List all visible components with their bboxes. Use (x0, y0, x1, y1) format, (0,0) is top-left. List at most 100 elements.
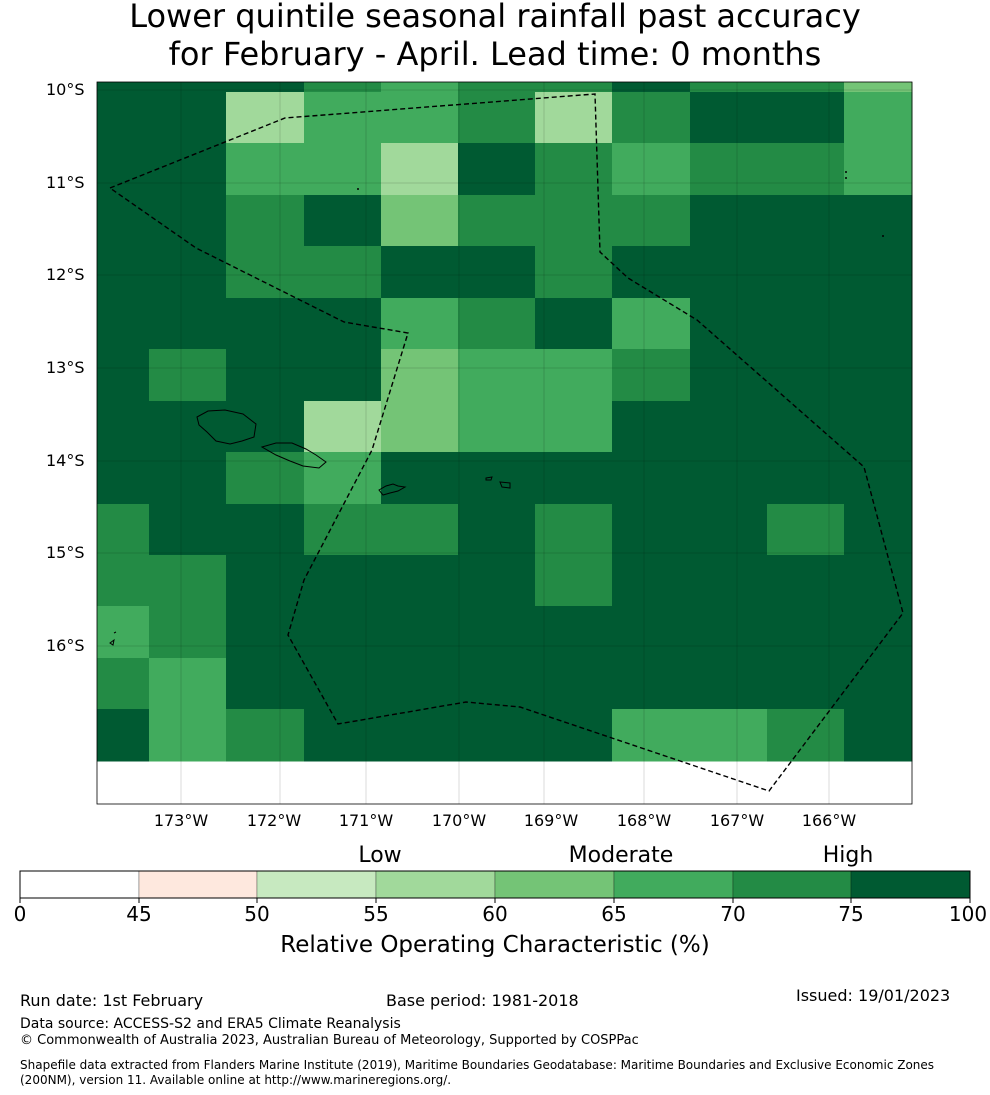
colorbar-segment (850, 870, 971, 899)
grid-cell (458, 401, 536, 453)
grid-cell (304, 298, 382, 350)
island-tutuila (378, 483, 407, 496)
grid-cell (381, 709, 459, 762)
base-period: Base period: 1981-2018 (386, 991, 579, 1010)
grid-cell (458, 298, 536, 350)
grid-cell (690, 658, 768, 710)
grid-cell (612, 606, 691, 659)
grid-cell (226, 658, 305, 710)
island-small-west (109, 631, 117, 646)
grid-cell (304, 658, 382, 710)
grid-cell (149, 92, 227, 144)
grid-cell (612, 143, 691, 196)
grid-cell (97, 504, 150, 556)
lon-label-173w: 173°W (153, 811, 209, 830)
grid-cell (612, 298, 691, 350)
grid-cell (149, 246, 227, 299)
grid-cell (97, 298, 150, 350)
grid-cell (690, 709, 768, 762)
grid-cell (381, 246, 459, 299)
colorbar-tick-75: 75 (838, 902, 864, 926)
grid-cell (304, 143, 382, 196)
grid-cell (690, 92, 768, 144)
grid-cell (149, 709, 227, 762)
colorbar-tick-0: 0 (13, 902, 27, 926)
grid-cell (458, 555, 536, 607)
grid-cell (304, 709, 382, 762)
grid-cell (226, 504, 305, 556)
grid-cell (535, 195, 613, 247)
category-moderate: Moderate (568, 843, 674, 868)
grid-cell (149, 401, 227, 453)
grid-cell (304, 92, 382, 144)
grid-cell (767, 349, 845, 402)
grid-cell (844, 298, 913, 350)
grid-cell (535, 143, 613, 196)
grid-cell (458, 246, 536, 299)
grid-cell (844, 606, 913, 659)
colorbar-tick-50: 50 (244, 902, 270, 926)
grid-cell (381, 82, 459, 93)
lat-label-13s: 13°S (46, 358, 85, 377)
colorbar-tick-100: 100 (948, 902, 988, 926)
grid-cell (535, 504, 613, 556)
grid-cell (612, 504, 691, 556)
grid-cell (97, 709, 150, 762)
grid-cell (149, 606, 227, 659)
grid-cell (226, 349, 305, 402)
grid-cell (458, 709, 536, 762)
lon-label-171w: 171°W (338, 811, 394, 830)
grid-cell (381, 555, 459, 607)
grid-cell (149, 82, 227, 93)
grid-cell (690, 504, 768, 556)
grid-cell (535, 92, 613, 144)
grid-cell (304, 555, 382, 607)
colorbar-segment (256, 870, 377, 899)
grid-cell (535, 349, 613, 402)
grid-cell (97, 349, 150, 402)
grid-cell (149, 298, 227, 350)
grid-cell (304, 82, 382, 93)
grid-cell (767, 709, 845, 762)
lon-label-169w: 169°W (523, 811, 579, 830)
grid-cell (767, 401, 845, 453)
grid-cell (458, 349, 536, 402)
grid-cell (612, 92, 691, 144)
grid-cell (97, 82, 150, 93)
grid-cell (535, 658, 613, 710)
grid-cell (612, 658, 691, 710)
grid-cell (304, 452, 382, 505)
grid-cell (381, 504, 459, 556)
grid-cell (767, 504, 845, 556)
grid-cell (226, 143, 305, 196)
grid-cell (767, 246, 845, 299)
grid-cell (304, 504, 382, 556)
grid-cell (844, 246, 913, 299)
colorbar-segment (138, 870, 258, 899)
grid-cell (535, 82, 613, 93)
grid-cell (690, 298, 768, 350)
grid-cell (304, 195, 382, 247)
copyright: © Commonwealth of Australia 2023, Austra… (20, 1033, 639, 1048)
colorbar-tick-60: 60 (482, 902, 508, 926)
grid-cell (535, 709, 613, 762)
grid-cell (767, 92, 845, 144)
grid-cell (149, 555, 227, 607)
grid-cell (690, 555, 768, 607)
grid-cell (226, 195, 305, 247)
grid-cell (97, 143, 150, 196)
colorbar-title: Relative Operating Characteristic (%) (280, 932, 710, 958)
grid-cell (458, 658, 536, 710)
colorbar (19, 870, 971, 899)
grid-cell (844, 143, 913, 196)
grid-cell (612, 349, 691, 402)
map-title-line-2: for February - April. Lead time: 0 month… (168, 35, 822, 73)
grid-cell (149, 452, 227, 505)
lat-label-15s: 15°S (46, 543, 85, 562)
grid-cell (844, 195, 913, 247)
grid-cell (690, 606, 768, 659)
grid-cell (690, 82, 768, 93)
colorbar-segment (732, 870, 852, 899)
grid-cell (844, 82, 913, 93)
